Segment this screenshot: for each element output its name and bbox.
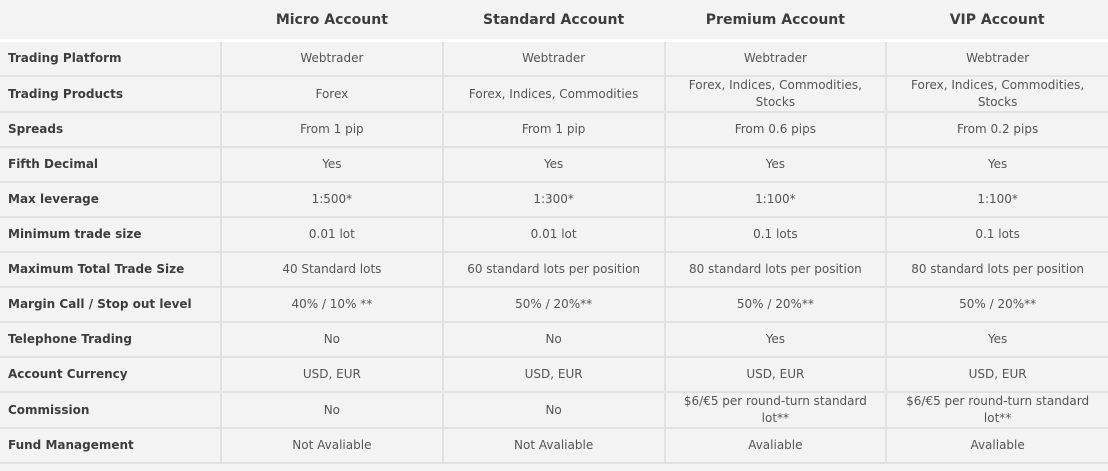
- table-row: Maximum Total Trade Size 40 Standard lots…: [0, 252, 1108, 288]
- table-cell: Yes: [441, 147, 665, 183]
- table-cell: Yes: [885, 147, 1108, 183]
- row-label: Margin Call / Stop out level: [0, 287, 221, 323]
- table-cell: 0.01 lot: [220, 217, 443, 253]
- table-cell: Forex: [220, 76, 443, 113]
- table-cell: Yes: [663, 322, 887, 358]
- table-cell: 0.1 lots: [663, 217, 887, 253]
- row-label: Max leverage: [0, 182, 221, 218]
- table-row: Account Currency USD, EUR USD, EUR USD, EUR…: [0, 357, 1108, 393]
- row-label: Maximum Total Trade Size: [0, 252, 221, 288]
- row-label: Telephone Trading: [0, 322, 221, 358]
- table-cell: 0.1 lots: [885, 217, 1108, 253]
- table-cell: Avaliable: [885, 428, 1108, 464]
- header-standard-account: Standard Account: [442, 0, 665, 42]
- table-cell: Forex, Indices, Commodities, Stocks: [663, 76, 887, 113]
- table-cell: USD, EUR: [885, 357, 1108, 393]
- table-cell: 60 standard lots per position: [441, 252, 665, 288]
- table-cell: No: [220, 392, 443, 429]
- table-cell: Not Avaliable: [441, 428, 665, 464]
- row-label: Account Currency: [0, 357, 221, 393]
- table-cell: 0.01 lot: [441, 217, 665, 253]
- table-cell: $6/€5 per round-turn standard lot**: [663, 392, 887, 429]
- table-row: Telephone Trading No No Yes Yes: [0, 322, 1108, 358]
- row-label: Fifth Decimal: [0, 147, 221, 183]
- row-label: Fund Management: [0, 428, 221, 464]
- table-cell: Not Avaliable: [220, 428, 443, 464]
- table-cell: No: [441, 392, 665, 429]
- table-cell: No: [441, 322, 665, 358]
- table-cell: Webtrader: [220, 40, 443, 77]
- header-empty: [0, 0, 221, 42]
- table-cell: 1:100*: [885, 182, 1108, 218]
- table-cell: Yes: [663, 147, 887, 183]
- table-cell: 40% / 10% **: [220, 287, 443, 323]
- row-label: Trading Platform: [0, 40, 221, 77]
- header-premium-account: Premium Account: [664, 0, 887, 42]
- header-vip-account: VIP Account: [886, 0, 1108, 42]
- table-cell: Webtrader: [663, 40, 887, 77]
- table-cell: 80 standard lots per position: [885, 252, 1108, 288]
- table-row: Fifth Decimal Yes Yes Yes Yes: [0, 147, 1108, 183]
- table-row: Spreads From 1 pip From 1 pip From 0.6 pips…: [0, 112, 1108, 148]
- table-row: Fund Management Not Avaliable Not Avaliabl…: [0, 428, 1108, 464]
- row-label: Spreads: [0, 112, 221, 148]
- table-cell: USD, EUR: [441, 357, 665, 393]
- header-row: Micro Account Standard Account Premium A…: [0, 0, 1108, 42]
- table-cell: Forex, Indices, Commodities: [441, 76, 665, 113]
- table-cell: 50% / 20%**: [441, 287, 665, 323]
- table-row: Trading Platform Webtrader Webtrader Webtra…: [0, 40, 1108, 77]
- row-label: Trading Products: [0, 76, 221, 113]
- table-cell: USD, EUR: [220, 357, 443, 393]
- table-cell: USD, EUR: [663, 357, 887, 393]
- table-cell: From 1 pip: [220, 112, 443, 148]
- table-cell: From 0.6 pips: [663, 112, 887, 148]
- table-row: Margin Call / Stop out level 40% / 10% **…: [0, 287, 1108, 323]
- row-label: Commission: [0, 392, 221, 429]
- table-cell: Avaliable: [663, 428, 887, 464]
- table-cell: 40 Standard lots: [220, 252, 443, 288]
- table-cell: From 0.2 pips: [885, 112, 1108, 148]
- table-cell: Webtrader: [441, 40, 665, 77]
- table-cell: No: [220, 322, 443, 358]
- table-cell: Yes: [885, 322, 1108, 358]
- table-row: Trading Products Forex Forex, Indices, Com…: [0, 76, 1108, 113]
- table-cell: 50% / 20%**: [885, 287, 1108, 323]
- table-cell: Webtrader: [885, 40, 1108, 77]
- row-label: Minimum trade size: [0, 217, 221, 253]
- table-row: Max leverage 1:500* 1:300* 1:100* 1:100*: [0, 182, 1108, 218]
- table-cell: 80 standard lots per position: [663, 252, 887, 288]
- table-cell: 1:100*: [663, 182, 887, 218]
- header-micro-account: Micro Account: [221, 0, 443, 42]
- table-cell: 1:300*: [441, 182, 665, 218]
- table-cell: Yes: [220, 147, 443, 183]
- table-cell: 50% / 20%**: [663, 287, 887, 323]
- table-cell: $6/€5 per round-turn standard lot**: [885, 392, 1108, 429]
- table-row: Commission No No $6/€5 per round-turn stand…: [0, 392, 1108, 429]
- table-cell: From 1 pip: [441, 112, 665, 148]
- table-cell: 1:500*: [220, 182, 443, 218]
- table-cell: Forex, Indices, Commodities, Stocks: [885, 76, 1108, 113]
- table-row: Minimum trade size 0.01 lot 0.01 lot 0.1 lo…: [0, 217, 1108, 253]
